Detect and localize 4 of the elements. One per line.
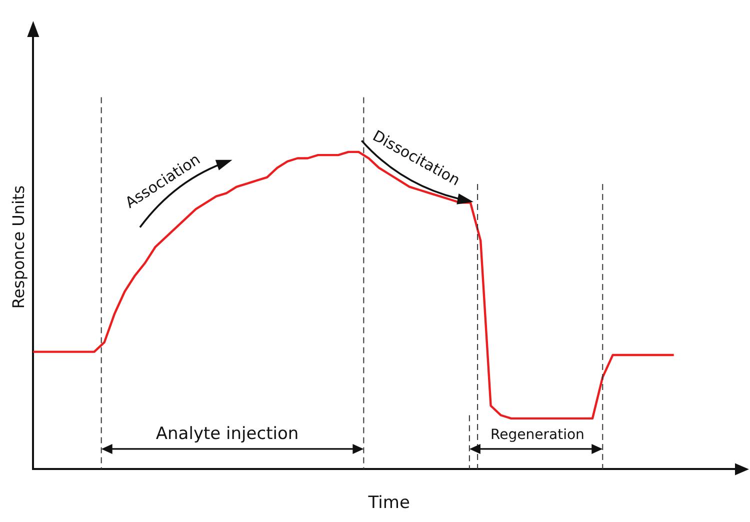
annotation: Regeneration: [490, 427, 584, 444]
y-axis-title: Responce Units: [8, 185, 28, 309]
annotation: Analyte injection: [156, 424, 299, 444]
x-axis-title: Time: [367, 493, 410, 514]
